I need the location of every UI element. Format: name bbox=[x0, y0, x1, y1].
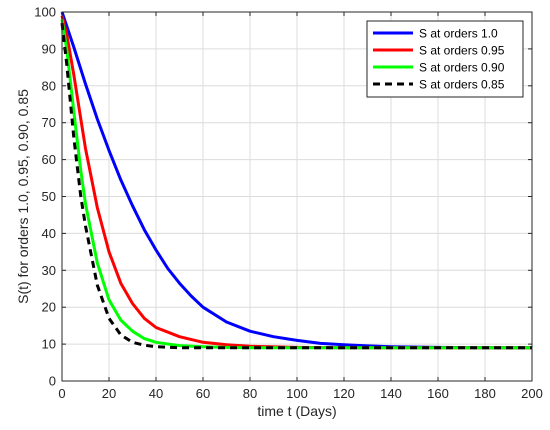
y-tick-label: 60 bbox=[42, 152, 56, 167]
y-axis-title: S(t) for orders 1.0, 0.95, 0.90, 0.85 bbox=[15, 89, 31, 304]
x-tick-label: 200 bbox=[521, 386, 543, 401]
x-tick-label: 60 bbox=[196, 386, 210, 401]
y-tick-label: 40 bbox=[42, 226, 56, 241]
x-tick-label: 160 bbox=[427, 386, 449, 401]
y-tick-label: 50 bbox=[42, 189, 56, 204]
x-tick-label: 80 bbox=[243, 386, 257, 401]
series-layer bbox=[60, 11, 532, 350]
x-tick-label: 0 bbox=[58, 386, 65, 401]
legend-label-3: S at orders 0.85 bbox=[419, 78, 505, 92]
y-tick-label: 10 bbox=[42, 337, 56, 352]
x-tick-label: 180 bbox=[474, 386, 496, 401]
y-tick-label: 100 bbox=[34, 5, 56, 20]
y-tick-label: 20 bbox=[42, 300, 56, 315]
x-axis-title: time t (Days) bbox=[257, 403, 336, 419]
y-tick-label: 90 bbox=[42, 41, 56, 56]
y-tick-label: 70 bbox=[42, 115, 56, 130]
x-tick-label: 120 bbox=[333, 386, 355, 401]
series-line-0 bbox=[60, 11, 532, 350]
x-tick-label: 140 bbox=[380, 386, 402, 401]
legend-label-2: S at orders 0.90 bbox=[419, 61, 505, 75]
x-tick-label: 100 bbox=[286, 386, 308, 401]
legend: S at orders 1.0 S at orders 0.95 S at orde… bbox=[366, 20, 524, 98]
y-tick-label: 30 bbox=[42, 263, 56, 278]
legend-label-1: S at orders 0.95 bbox=[419, 44, 505, 58]
x-tick-label: 40 bbox=[149, 386, 163, 401]
x-tick-label: 20 bbox=[102, 386, 116, 401]
ticks: 0 20 40 60 80 100 120 140 160 180 200 0 10 20 30 40 50 60… bbox=[34, 5, 543, 402]
legend-label-0: S at orders 1.0 bbox=[419, 27, 498, 41]
y-tick-label: 0 bbox=[49, 374, 56, 389]
y-tick-label: 80 bbox=[42, 78, 56, 93]
